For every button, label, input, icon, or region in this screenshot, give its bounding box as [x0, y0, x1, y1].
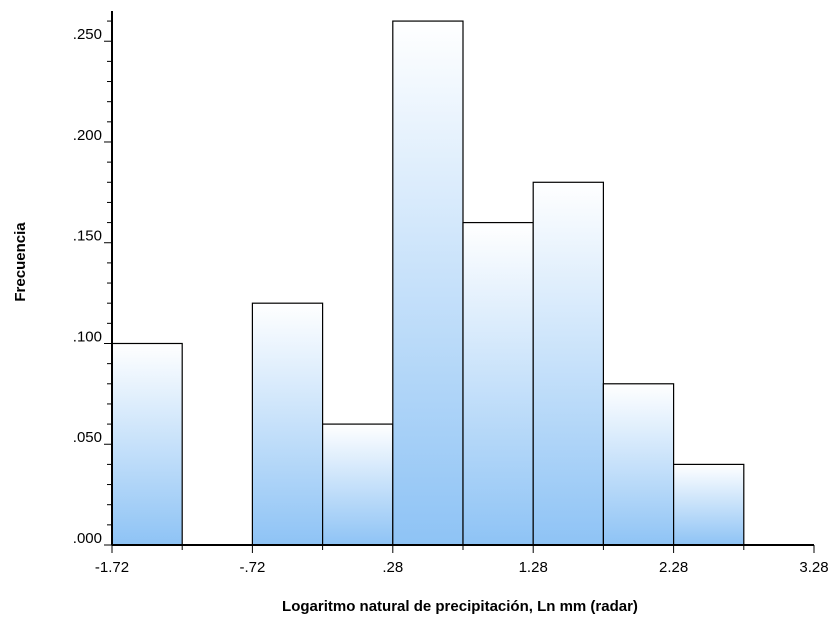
histogram-bar — [532, 181, 605, 546]
y-axis-title: Frecuencia — [12, 222, 29, 302]
histogram-bar — [322, 423, 394, 546]
x-tick-label: -.72 — [239, 559, 265, 576]
y-tick-label: .100 — [73, 328, 102, 345]
histogram-bar — [602, 383, 675, 546]
histogram-bar — [392, 20, 464, 546]
x-tick-label: -1.72 — [95, 559, 129, 576]
y-tick-label: .150 — [73, 228, 102, 245]
x-axis-title: Logaritmo natural de precipitación, Ln m… — [282, 598, 638, 615]
x-tick-label: 1.28 — [519, 559, 548, 576]
y-tick-label: .200 — [73, 127, 102, 144]
x-ticks: -1.72 -.72 .28 1.28 2.28 3.28 — [95, 545, 829, 576]
histogram-bar — [111, 342, 183, 546]
x-tick-label: .28 — [382, 559, 403, 576]
bars-layer — [111, 20, 745, 546]
y-tick-label: .050 — [73, 429, 102, 446]
histogram-bar — [462, 221, 534, 546]
y-tick-label: .000 — [73, 530, 102, 547]
histogram-bar — [672, 463, 745, 546]
histogram-bar — [251, 302, 324, 546]
y-tick-label: .250 — [73, 26, 102, 43]
x-tick-label: 2.28 — [659, 559, 688, 576]
y-ticks: .000 .050 .100 .150 .200 .250 — [73, 20, 112, 547]
x-tick-label: 3.28 — [799, 559, 828, 576]
